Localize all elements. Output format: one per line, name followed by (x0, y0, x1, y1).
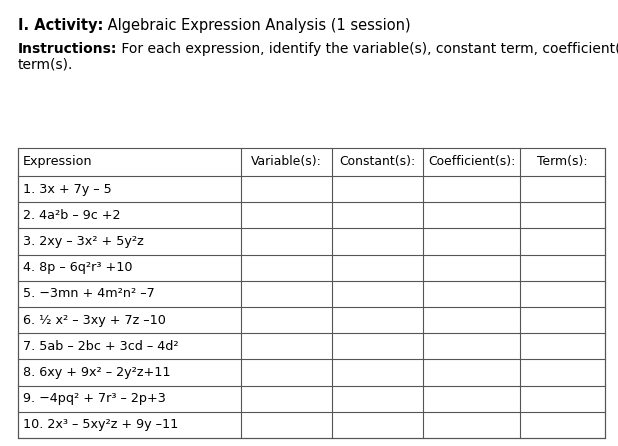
Text: 5. −3mn + 4m²n² –7: 5. −3mn + 4m²n² –7 (23, 287, 154, 301)
Text: 7. 5ab – 2bc + 3cd – 4d²: 7. 5ab – 2bc + 3cd – 4d² (23, 340, 179, 353)
Text: term(s).: term(s). (18, 58, 74, 72)
Text: Instructions:: Instructions: (18, 42, 117, 56)
Text: 10. 2x³ – 5xy²z + 9y –11: 10. 2x³ – 5xy²z + 9y –11 (23, 418, 178, 431)
Text: 1. 3x + 7y – 5: 1. 3x + 7y – 5 (23, 182, 112, 196)
Text: Constant(s):: Constant(s): (339, 156, 416, 169)
Text: I. Activity:: I. Activity: (18, 18, 103, 33)
Bar (18, 148, 605, 438)
Text: 2. 4a²b – 9c +2: 2. 4a²b – 9c +2 (23, 209, 121, 222)
Text: Expression: Expression (23, 156, 93, 169)
Text: Variable(s):: Variable(s): (251, 156, 322, 169)
Text: 4. 8p – 6q²r³ +10: 4. 8p – 6q²r³ +10 (23, 261, 132, 274)
Text: 9. −4pq² + 7r³ – 2p+3: 9. −4pq² + 7r³ – 2p+3 (23, 392, 166, 405)
Text: Term(s):: Term(s): (537, 156, 588, 169)
Text: 8. 6xy + 9x² – 2y²z+11: 8. 6xy + 9x² – 2y²z+11 (23, 366, 171, 379)
Text: 6. ½ x² – 3xy + 7z –10: 6. ½ x² – 3xy + 7z –10 (23, 314, 166, 326)
Text: 3. 2xy – 3x² + 5y²z: 3. 2xy – 3x² + 5y²z (23, 235, 144, 248)
Text: Algebraic Expression Analysis (1 session): Algebraic Expression Analysis (1 session… (103, 18, 411, 33)
Text: For each expression, identify the variable(s), constant term, coefficient(s), an: For each expression, identify the variab… (117, 42, 618, 56)
Text: Coefficient(s):: Coefficient(s): (428, 156, 515, 169)
